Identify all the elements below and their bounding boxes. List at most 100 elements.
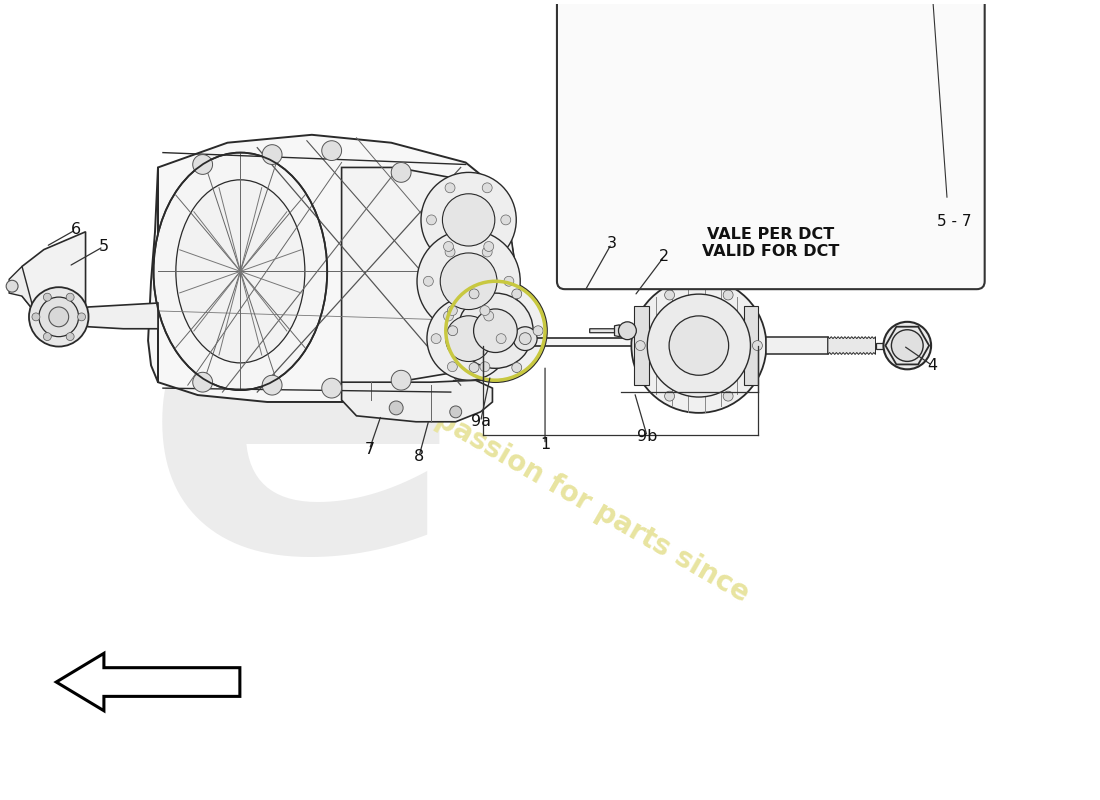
Text: 3: 3 [606,236,616,251]
Circle shape [443,279,547,382]
Circle shape [496,334,506,343]
Circle shape [723,391,733,401]
Circle shape [480,362,490,372]
Circle shape [442,194,495,246]
Polygon shape [639,279,754,412]
Circle shape [883,322,931,370]
Circle shape [446,316,492,362]
Text: VALE PER DCT
VALID FOR DCT: VALE PER DCT VALID FOR DCT [702,227,839,259]
Circle shape [66,294,74,301]
Polygon shape [767,337,828,354]
Polygon shape [148,134,515,402]
Circle shape [192,154,212,174]
Polygon shape [481,313,495,349]
Text: a passion for parts since: a passion for parts since [406,390,754,607]
Text: 7: 7 [364,442,374,457]
Circle shape [500,215,510,225]
Circle shape [43,294,52,301]
Circle shape [443,242,453,251]
Circle shape [664,391,674,401]
Polygon shape [76,303,158,329]
Circle shape [392,370,411,390]
Polygon shape [342,167,515,390]
Circle shape [482,183,492,193]
Circle shape [480,306,490,315]
Polygon shape [22,232,86,319]
Circle shape [458,293,534,368]
Circle shape [474,309,517,353]
Circle shape [482,247,492,257]
Circle shape [514,326,537,350]
Circle shape [262,145,282,165]
Circle shape [43,333,52,341]
Circle shape [431,334,441,343]
Polygon shape [342,380,493,422]
Circle shape [534,326,543,336]
Ellipse shape [176,180,305,363]
Circle shape [446,247,455,257]
Circle shape [636,341,646,350]
Circle shape [450,406,462,418]
Ellipse shape [154,153,327,390]
Circle shape [631,278,767,413]
Circle shape [484,311,494,321]
Circle shape [66,333,74,341]
Polygon shape [744,306,758,385]
Circle shape [723,290,733,300]
Circle shape [448,326,458,336]
Circle shape [752,341,762,350]
Text: 9b: 9b [637,429,658,444]
Circle shape [448,306,458,315]
Polygon shape [876,342,892,349]
Polygon shape [56,654,240,710]
Circle shape [7,280,18,292]
Circle shape [424,276,433,286]
Circle shape [669,316,728,375]
Text: 2: 2 [659,249,669,264]
Text: 5: 5 [98,239,109,254]
Polygon shape [497,338,639,346]
Circle shape [392,162,411,182]
Circle shape [891,330,923,362]
Circle shape [321,141,342,161]
Circle shape [484,242,494,251]
Circle shape [469,289,478,299]
Circle shape [647,294,750,397]
Polygon shape [175,158,274,385]
Circle shape [618,322,636,340]
Polygon shape [590,329,617,333]
Text: 6: 6 [70,222,80,238]
Circle shape [29,287,88,346]
Circle shape [417,230,520,333]
Circle shape [427,297,510,380]
Circle shape [78,313,86,321]
Circle shape [48,307,68,326]
Circle shape [504,276,514,286]
FancyBboxPatch shape [557,0,984,289]
Circle shape [512,362,521,373]
Text: 5 - 7: 5 - 7 [937,214,971,230]
Circle shape [421,172,516,267]
Circle shape [427,215,437,225]
Circle shape [262,375,282,395]
Circle shape [321,378,342,398]
Circle shape [192,372,212,392]
Circle shape [443,311,453,321]
Circle shape [469,362,478,373]
Text: 8: 8 [414,449,425,464]
Circle shape [519,333,531,345]
Circle shape [39,297,78,337]
Polygon shape [9,266,34,311]
Circle shape [448,362,458,372]
Circle shape [440,253,497,310]
Circle shape [389,401,403,415]
Polygon shape [615,325,619,337]
Text: 9a: 9a [471,414,491,430]
Text: e: e [142,192,462,648]
Polygon shape [62,295,76,338]
Text: 1: 1 [540,437,550,452]
Circle shape [512,289,521,299]
Polygon shape [635,306,649,385]
Polygon shape [886,326,929,365]
Circle shape [32,313,40,321]
